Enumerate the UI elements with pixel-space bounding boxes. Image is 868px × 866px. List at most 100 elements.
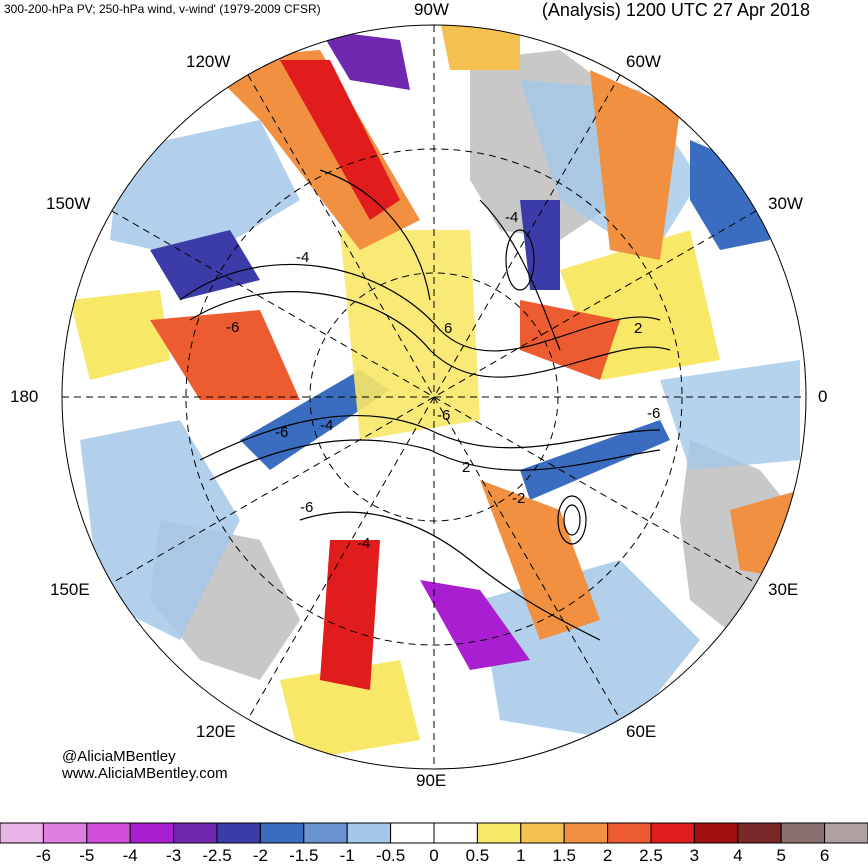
meridian-line	[111, 210, 757, 584]
contour-label: -2	[512, 490, 525, 507]
colorbar-swatch	[433, 822, 478, 844]
contour-label: -6	[300, 499, 313, 516]
pv-field-orange-2	[590, 70, 680, 260]
colorbar-swatch	[346, 822, 392, 844]
colorbar-swatch	[390, 822, 435, 844]
pv-field-purple-2	[320, 30, 410, 90]
colorbar-swatch	[520, 822, 565, 844]
pv-field-orange-3	[480, 480, 600, 640]
colorbar-swatch	[129, 822, 175, 844]
colorbar-tick-label: 2	[602, 846, 613, 865]
wind-contour	[199, 415, 661, 461]
pv-field-darkblue-2	[240, 370, 390, 470]
colorbar-tick-label: 1	[516, 846, 526, 865]
colorbar-swatch	[0, 822, 44, 844]
colorbar-tick-label: 5	[776, 846, 786, 865]
pv-field-red-1	[280, 60, 400, 220]
contour-label: 6	[444, 320, 452, 337]
pv-field-darkblue-1	[150, 230, 260, 300]
pv-field-yellow-1	[70, 290, 170, 380]
colorbar-tick-label: -2	[252, 846, 268, 865]
colorbar-tick-label: 0.5	[465, 846, 490, 865]
wind-contour	[179, 263, 661, 352]
colorbar-swatch	[650, 822, 695, 844]
colorbar-tick-label: 2.5	[639, 846, 663, 865]
lon-label-90e: 90E	[416, 771, 447, 790]
lon-label-30w: 30W	[768, 194, 803, 213]
wind-contour	[319, 169, 431, 301]
pv-field-yellow-4	[280, 660, 420, 760]
pv-field-yellow-2	[340, 230, 480, 440]
colorbar-tick-label: 1.5	[552, 846, 577, 865]
lon-label-0: 0	[818, 387, 828, 406]
pv-field-orange-4	[150, 310, 300, 400]
colorbar-tick-label: 0	[429, 846, 439, 865]
lon-label-150e: 150E	[50, 580, 90, 599]
pv-field-orange-7	[440, 25, 520, 70]
colorbar	[0, 822, 868, 844]
pv-field-blue-5	[660, 360, 800, 470]
pv-field-blue-3	[80, 420, 240, 640]
colorbar-swatch	[173, 822, 218, 844]
colorbar-swatch	[42, 822, 88, 844]
pv-field-blue-1	[110, 120, 300, 260]
wind-contour	[557, 495, 587, 545]
lon-label-120e: 120E	[196, 722, 236, 741]
lon-label-150w: 150W	[46, 194, 91, 213]
contour-label: -4	[320, 417, 333, 434]
lon-label-60e: 30E	[768, 580, 799, 599]
colorbar-tick-label: -5	[79, 846, 95, 865]
colorbar-tick-label: -0.5	[375, 846, 406, 865]
colorbar-tick-label: -3	[166, 846, 182, 865]
colorbar-tick-label: 6	[819, 846, 830, 865]
pv-field-darkblue-3	[520, 420, 670, 500]
colorbar-swatch	[476, 822, 522, 844]
colorbar-swatch	[780, 822, 826, 844]
contour-label: -6	[437, 407, 450, 424]
credit-handle: @AliciaMBentley	[62, 748, 176, 765]
contour-label: -4	[505, 209, 518, 226]
colorbar-swatch	[737, 822, 782, 844]
contour-label: -6	[275, 424, 288, 441]
contour-label: -6	[226, 319, 239, 336]
wind-contour	[209, 439, 661, 481]
wind-contour	[299, 511, 601, 641]
colorbar-tick-label: -1.5	[289, 846, 319, 865]
colorbar-swatch	[824, 822, 868, 844]
colorbar-swatch	[86, 822, 131, 844]
contour-label: 2	[462, 459, 470, 476]
wind-contour	[189, 291, 671, 378]
header-right-title: (Analysis) 1200 UTC 27 Apr 2018	[541, 0, 810, 20]
pv-field-purple-3	[520, 200, 560, 290]
pv-field-orange-5	[520, 300, 620, 380]
header-left-title: 300-200-hPa PV; 250-hPa wind, v-wind' (1…	[4, 2, 321, 16]
colorbar-swatch	[303, 822, 348, 844]
wind-contour	[563, 504, 581, 536]
polar-map: -4 -4 -6 -6 -4 -6 -4 6 2 -2 2 -6 -6	[61, 24, 807, 770]
colorbar-tick-label: 4	[733, 846, 743, 865]
colorbar-tick-label: -2.5	[202, 846, 232, 865]
meridian-line	[111, 210, 757, 584]
contour-label: 2	[634, 320, 642, 337]
pv-field-red-2	[320, 540, 380, 690]
lon-label-30e: 60E	[626, 722, 657, 741]
wind-contour	[479, 199, 561, 351]
lon-label-120w: 120W	[186, 52, 231, 71]
map-boundary	[61, 24, 807, 770]
wind-contour	[505, 229, 535, 291]
lon-label-180: 180	[10, 387, 39, 406]
colorbar-tick-label: -4	[122, 846, 138, 865]
contour-label: -4	[296, 249, 309, 266]
colorbar-tick-label: 3	[689, 846, 700, 865]
colorbar-swatch	[259, 822, 305, 844]
colorbar-tick-label: -6	[35, 846, 51, 865]
pv-field-purple-1	[420, 580, 530, 670]
contour-label: -4	[357, 535, 370, 552]
meridian-line	[247, 74, 621, 720]
contour-label: -6	[647, 405, 660, 422]
colorbar-tick-label: -1	[339, 846, 355, 865]
credit-website: www.AliciaMBentley.com	[62, 765, 228, 782]
colorbar-swatch	[216, 822, 261, 844]
colorbar-swatch	[693, 822, 739, 844]
colorbar-swatch	[607, 822, 652, 844]
